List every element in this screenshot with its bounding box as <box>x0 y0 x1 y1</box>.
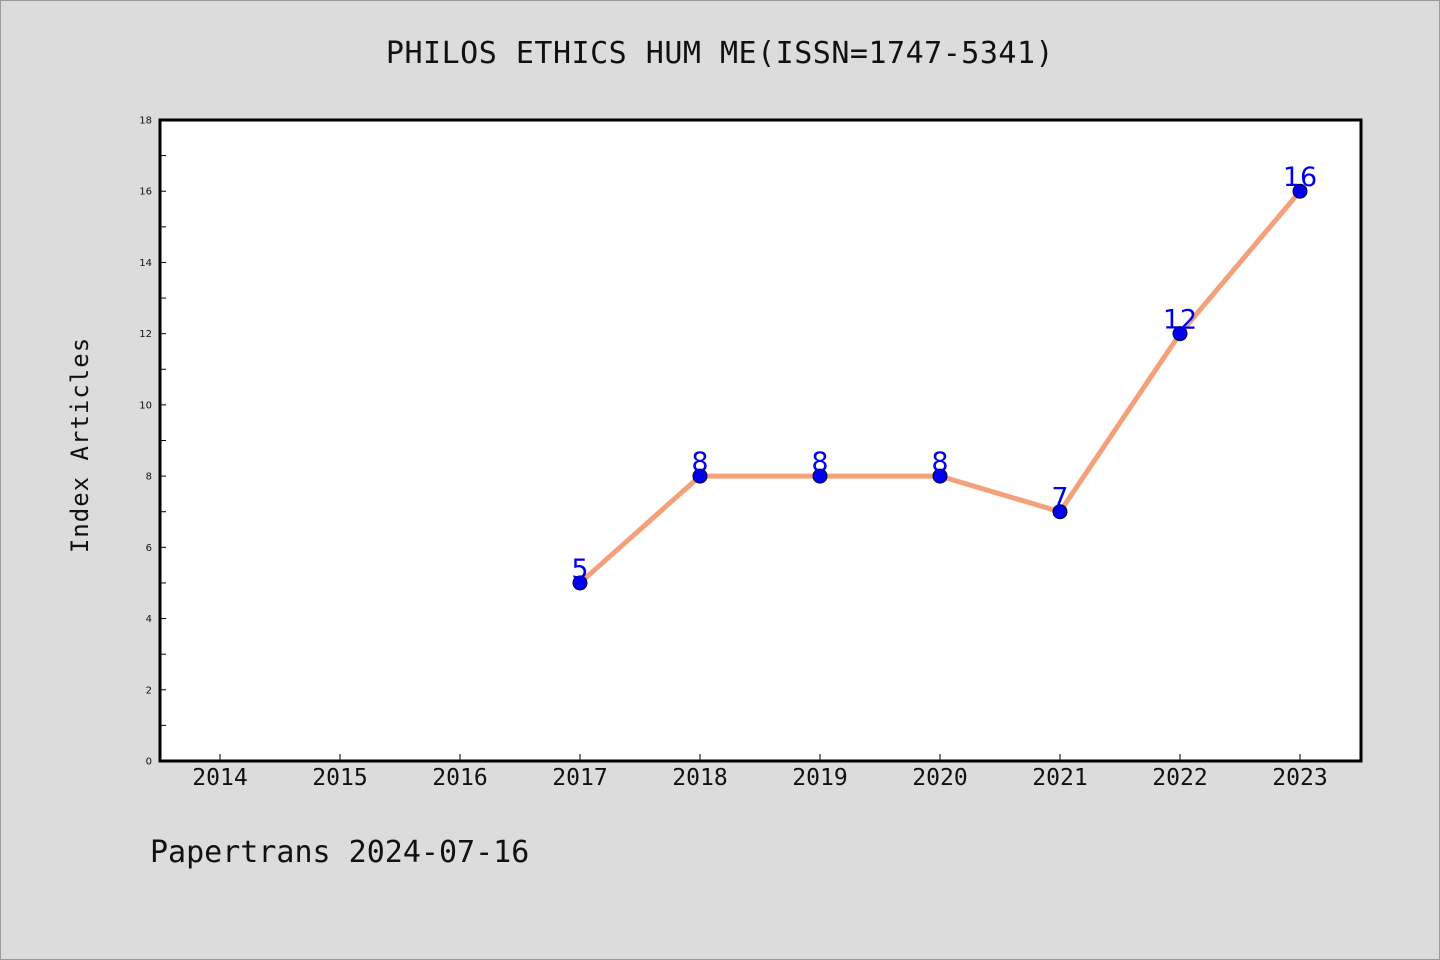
x-tick-label: 2022 <box>1152 765 1207 791</box>
x-tick-label: 2015 <box>312 765 367 791</box>
y-tick-label: 18 <box>139 116 152 127</box>
x-tick-label: 2023 <box>1272 765 1327 791</box>
data-points <box>572 183 1308 591</box>
y-tick-label: 2 <box>146 685 152 696</box>
data-label: 7 <box>1051 483 1068 514</box>
x-tick-label: 2016 <box>432 765 487 791</box>
footer-watermark: Papertrans 2024-07-16 <box>150 835 530 870</box>
x-tick-label: 2018 <box>672 765 727 791</box>
x-tick-label: 2020 <box>912 765 967 791</box>
data-label: 8 <box>691 447 708 478</box>
y-tick-label: 8 <box>146 472 152 483</box>
data-label: 16 <box>1283 162 1317 193</box>
data-point <box>1172 326 1188 342</box>
y-tick-label: 0 <box>146 757 152 768</box>
data-point <box>1292 183 1308 199</box>
y-tick-label: 12 <box>139 329 152 340</box>
y-tick-label: 14 <box>139 258 152 269</box>
x-tick-label: 2014 <box>192 765 247 791</box>
plot-area <box>158 118 1363 763</box>
y-tick-label: 4 <box>146 614 152 625</box>
data-point <box>1052 504 1068 520</box>
y-tick-label: 6 <box>146 543 152 554</box>
y-tick-label: 16 <box>139 187 152 198</box>
data-point <box>692 468 708 484</box>
data-label: 8 <box>811 447 828 478</box>
y-axis-ticks: 0 2 4 6 8 10 12 14 16 18 <box>139 116 166 768</box>
chart-title: PHILOS ETHICS HUM ME(ISSN=1747-5341) <box>385 36 1055 71</box>
data-labels: 5 8 8 8 7 12 16 <box>571 162 1317 585</box>
x-tick-label: 2017 <box>552 765 607 791</box>
data-label: 12 <box>1163 305 1197 336</box>
data-point <box>572 575 588 591</box>
x-axis-ticks: 2014 2015 2016 2017 2018 2019 2020 2021 2022 2023 <box>192 754 1328 791</box>
x-tick-label: 2019 <box>792 765 847 791</box>
data-point <box>812 468 828 484</box>
x-tick-label: 2021 <box>1032 765 1087 791</box>
data-label: 8 <box>931 447 948 478</box>
data-label: 5 <box>571 554 588 585</box>
data-point <box>932 468 948 484</box>
y-tick-label: 10 <box>139 400 152 411</box>
